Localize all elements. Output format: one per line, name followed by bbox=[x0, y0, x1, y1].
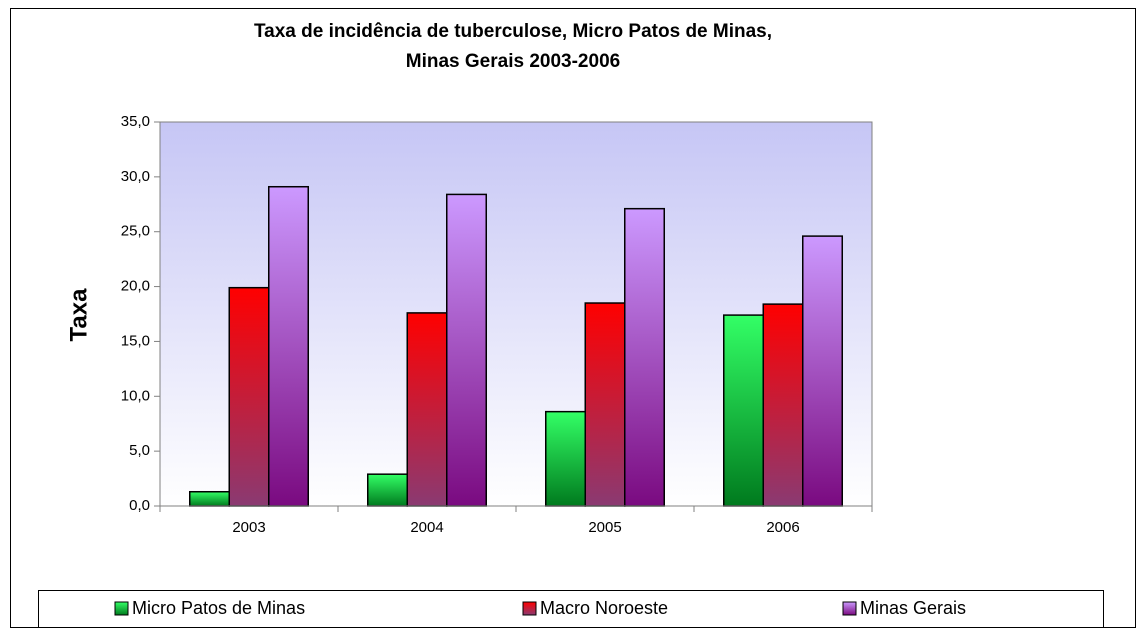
bar bbox=[268, 185, 309, 507]
bar bbox=[624, 207, 665, 507]
x-tick-label: 2005 bbox=[588, 519, 621, 536]
legend bbox=[38, 590, 1104, 628]
bar bbox=[802, 235, 843, 507]
legend-label: Macro Noroeste bbox=[540, 598, 668, 618]
bar bbox=[406, 312, 448, 507]
bar bbox=[189, 490, 230, 507]
bar bbox=[228, 286, 270, 507]
y-tick-label: 5,0 bbox=[129, 442, 150, 459]
legend-swatch bbox=[522, 601, 537, 616]
chart-title: Minas Gerais 2003-2006 bbox=[406, 51, 620, 72]
bar bbox=[367, 473, 408, 507]
bar bbox=[446, 193, 487, 507]
bar bbox=[723, 314, 764, 507]
y-tick-label: 35,0 bbox=[121, 113, 150, 130]
x-tick-label: 2003 bbox=[232, 519, 265, 536]
y-tick-label: 10,0 bbox=[121, 387, 150, 404]
legend-label: Micro Patos de Minas bbox=[132, 598, 305, 618]
bar bbox=[584, 302, 626, 507]
legend-label: Minas Gerais bbox=[860, 598, 966, 618]
legend-swatch bbox=[114, 601, 129, 616]
y-tick-label: 20,0 bbox=[121, 278, 150, 295]
chart-title: Taxa de incidência de tuberculose, Micro… bbox=[254, 21, 772, 42]
y-tick-label: 25,0 bbox=[121, 223, 150, 240]
y-tick-label: 30,0 bbox=[121, 168, 150, 185]
y-axis-title: Taxa bbox=[65, 288, 92, 342]
bar bbox=[545, 410, 586, 507]
bar bbox=[762, 303, 804, 507]
x-tick-label: 2004 bbox=[410, 519, 443, 536]
x-tick-label: 2006 bbox=[766, 519, 799, 536]
y-tick-label: 0,0 bbox=[129, 497, 150, 514]
legend-swatch bbox=[842, 601, 857, 616]
y-tick-label: 15,0 bbox=[121, 332, 150, 349]
